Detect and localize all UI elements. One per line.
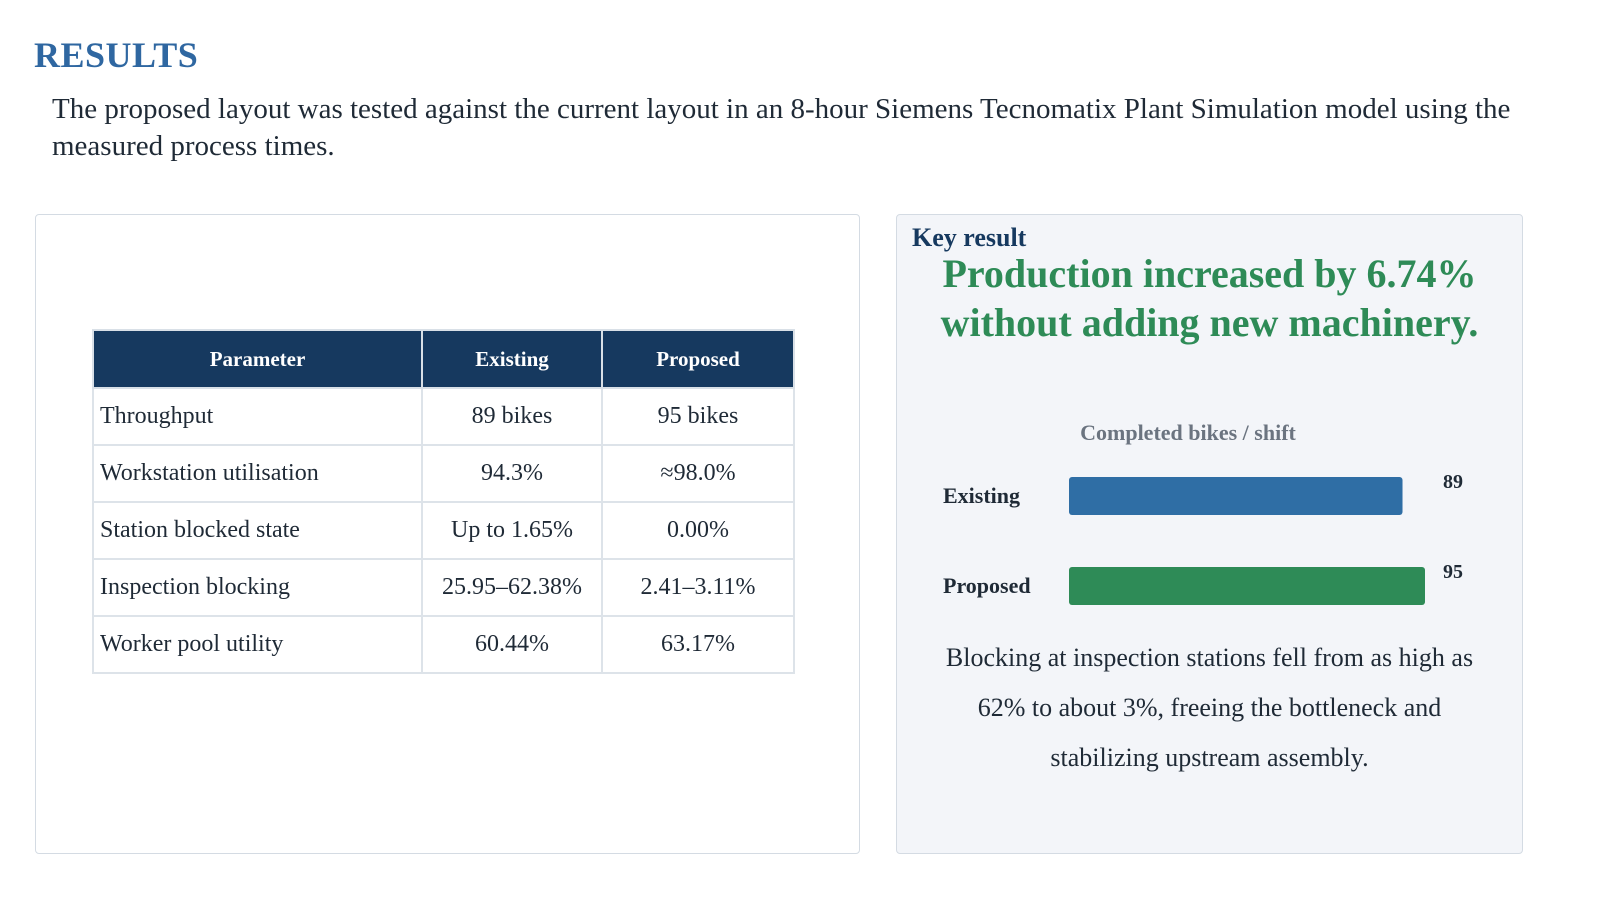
chart-title: Completed bikes / shift xyxy=(1080,420,1296,445)
table-row: Station blocked state Up to 1.65% 0.00% xyxy=(92,501,795,560)
bar-existing xyxy=(1069,477,1403,515)
table-row: Throughput 89 bikes 95 bikes xyxy=(92,387,795,446)
bar-value-existing: 89 xyxy=(1443,471,1463,493)
proposed-cell: 2.41–3.11% xyxy=(601,558,795,617)
parameter-cell: Inspection blocking xyxy=(92,558,423,617)
parameter-cell: Worker pool utility xyxy=(92,615,423,674)
header-parameter: Parameter xyxy=(92,329,423,389)
existing-cell: 89 bikes xyxy=(421,387,603,446)
proposed-cell: 63.17% xyxy=(601,615,795,674)
bar-label-existing: Existing xyxy=(943,483,1020,508)
table-header-row: Parameter Existing Proposed xyxy=(92,329,795,389)
proposed-cell: 95 bikes xyxy=(601,387,795,446)
existing-cell: 60.44% xyxy=(421,615,603,674)
key-result-label: Key result xyxy=(912,223,1027,252)
table-row: Inspection blocking 25.95–62.38% 2.41–3.… xyxy=(92,558,795,617)
parameter-cell: Workstation utilisation xyxy=(92,444,423,503)
bar-proposed xyxy=(1069,567,1425,605)
key-result-note: Blocking at inspection stations fell fro… xyxy=(945,643,1474,772)
header-proposed: Proposed xyxy=(601,329,795,389)
bar-value-proposed: 95 xyxy=(1443,561,1463,583)
bar-label-proposed: Proposed xyxy=(943,573,1031,598)
intro-paragraph: The proposed layout was tested against t… xyxy=(52,93,1511,162)
parameter-cell: Station blocked state xyxy=(92,501,423,560)
table-row: Workstation utilisation 94.3% ≈98.0% xyxy=(92,444,795,503)
results-table-panel: Parameter Existing Proposed Throughput 8… xyxy=(35,214,860,854)
proposed-cell: 0.00% xyxy=(601,501,795,560)
bar-chart: Existing 89 Proposed 95 xyxy=(943,471,1463,605)
existing-cell: 25.95–62.38% xyxy=(421,558,603,617)
proposed-cell: ≈98.0% xyxy=(601,444,795,503)
key-result-panel: Key result Production increased by 6.74%… xyxy=(896,214,1523,854)
key-result-headline: Production increased by 6.74% without ad… xyxy=(940,251,1479,345)
table-row: Worker pool utility 60.44% 63.17% xyxy=(92,615,795,674)
section-title: RESULTS xyxy=(34,35,199,75)
existing-cell: Up to 1.65% xyxy=(421,501,603,560)
existing-cell: 94.3% xyxy=(421,444,603,503)
results-table: Parameter Existing Proposed Throughput 8… xyxy=(92,329,795,674)
header-existing: Existing xyxy=(421,329,603,389)
parameter-cell: Throughput xyxy=(92,387,423,446)
